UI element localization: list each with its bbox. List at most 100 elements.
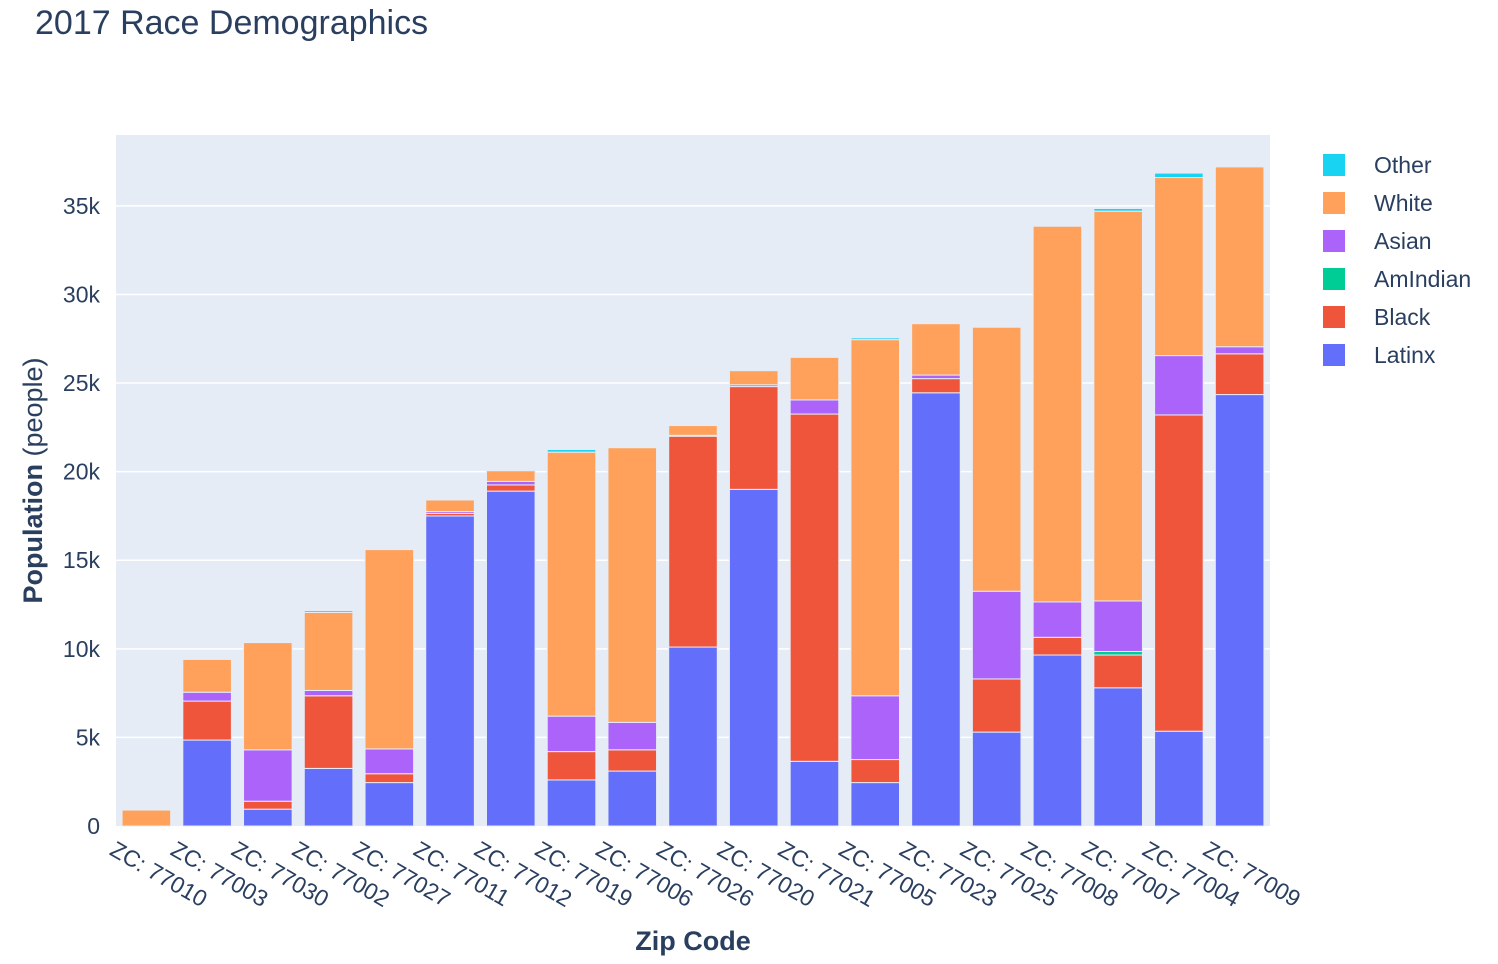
bar-segment-black bbox=[1214, 353, 1265, 396]
legend-label: Asian bbox=[1374, 228, 1432, 254]
bar-segment-latinx bbox=[850, 782, 901, 827]
y-tick-label: 15k bbox=[63, 547, 101, 573]
bar-segment-latinx bbox=[243, 808, 293, 827]
bar-segment-black bbox=[1032, 636, 1083, 656]
bar-segment-latinx bbox=[1154, 730, 1204, 827]
bar-segment-latinx bbox=[303, 767, 354, 827]
bar-segment-white bbox=[668, 425, 718, 436]
bar-segment-black bbox=[364, 773, 415, 784]
bar-segment-white bbox=[971, 326, 1022, 592]
bar-segment-white bbox=[1093, 210, 1143, 602]
bar-segment-asian bbox=[911, 374, 961, 380]
bar-segment-black bbox=[1093, 654, 1143, 689]
bar-segment-white bbox=[728, 370, 779, 386]
bar-segment-asian bbox=[1032, 601, 1083, 638]
y-tick-label: 0 bbox=[87, 813, 100, 839]
bar-segment-black bbox=[182, 700, 232, 741]
legend-swatch bbox=[1323, 306, 1345, 328]
y-tick-label: 25k bbox=[63, 370, 101, 396]
y-axis-title-main: Population bbox=[18, 464, 48, 603]
legend-label: White bbox=[1374, 190, 1433, 216]
legend-swatch bbox=[1323, 192, 1345, 214]
bar-segment-other bbox=[850, 337, 901, 341]
bar-segment-asian bbox=[971, 590, 1022, 680]
legend-label: AmIndian bbox=[1374, 266, 1471, 292]
y-tick-label: 30k bbox=[63, 281, 101, 307]
bar-segment-latinx bbox=[607, 770, 658, 827]
y-tick-label: 35k bbox=[63, 193, 101, 219]
bar-segment-asian bbox=[364, 748, 415, 775]
bar-segment-white bbox=[850, 339, 901, 697]
bar-segment-white bbox=[243, 642, 293, 751]
bar-segment-black bbox=[971, 678, 1022, 733]
bar-segment-latinx bbox=[1214, 394, 1265, 827]
bar-segment-asian bbox=[546, 715, 597, 753]
bar-segment-white bbox=[546, 451, 597, 717]
bar-segment-white bbox=[789, 356, 840, 401]
bar-segment-white bbox=[1154, 177, 1204, 357]
bar-segment-black bbox=[485, 484, 536, 492]
legend-item-latinx[interactable]: Latinx bbox=[1323, 342, 1436, 368]
bar-segment-latinx bbox=[1093, 687, 1143, 827]
bar-segment-other bbox=[1154, 172, 1204, 179]
bar-segment-white bbox=[121, 809, 172, 827]
bar-segment-white bbox=[485, 470, 536, 482]
bar-segment-other bbox=[303, 610, 354, 613]
bar-segment-white bbox=[607, 447, 658, 723]
bars bbox=[121, 166, 1265, 827]
y-tick-label: 5k bbox=[76, 724, 101, 750]
bar-segment-black bbox=[668, 435, 718, 648]
bar-segment-latinx bbox=[911, 392, 961, 827]
legend-item-asian[interactable]: Asian bbox=[1323, 228, 1432, 254]
legend-item-white[interactable]: White bbox=[1323, 190, 1433, 216]
bar-segment-latinx bbox=[728, 488, 779, 827]
bar-segment-other bbox=[546, 448, 597, 453]
legend: Other White Asian AmIndian Black Latinx bbox=[1323, 152, 1471, 368]
bar-segment-asian bbox=[1214, 346, 1265, 355]
legend-item-amindian[interactable]: AmIndian bbox=[1323, 266, 1471, 292]
bar-segment-latinx bbox=[425, 515, 475, 827]
bar-segment-asian bbox=[607, 721, 658, 751]
bar-segment-white bbox=[364, 549, 415, 750]
y-axis-title: Population (people) bbox=[18, 357, 48, 603]
y-tick-label: 10k bbox=[63, 636, 101, 662]
x-axis-title: Zip Code bbox=[635, 926, 751, 956]
bar-segment-asian bbox=[303, 689, 354, 697]
bar-segment-white bbox=[425, 499, 475, 513]
bar-segment-white bbox=[1214, 166, 1265, 348]
bar-segment-black bbox=[911, 378, 961, 394]
bar-segment-asian bbox=[1093, 600, 1143, 652]
bar-segment-latinx bbox=[1032, 654, 1083, 827]
bar-segment-asian bbox=[182, 691, 232, 702]
bar-segment-black bbox=[243, 800, 293, 810]
y-axis-ticks: 0 5k 10k 15k 20k 25k 30k 35k bbox=[63, 193, 101, 839]
bar-segment-other bbox=[1093, 208, 1143, 212]
bar-segment-latinx bbox=[182, 739, 232, 827]
legend-swatch bbox=[1323, 268, 1345, 290]
bar-segment-asian bbox=[850, 695, 901, 761]
bar-segment-white bbox=[303, 611, 354, 691]
bar-segment-asian bbox=[243, 749, 293, 802]
legend-item-other[interactable]: Other bbox=[1323, 152, 1432, 178]
bar-segment-black bbox=[789, 413, 840, 762]
bar-segment-latinx bbox=[485, 490, 536, 827]
bar-segment-white bbox=[182, 658, 232, 693]
bar-segment-asian bbox=[789, 399, 840, 415]
legend-swatch bbox=[1323, 230, 1345, 252]
legend-swatch bbox=[1323, 154, 1345, 176]
bar-segment-black bbox=[607, 749, 658, 772]
bar-segment-black bbox=[850, 759, 901, 784]
bar-segment-white bbox=[1032, 225, 1083, 603]
legend-swatch bbox=[1323, 344, 1345, 366]
bar-segment-black bbox=[728, 386, 779, 490]
bar-segment-black bbox=[303, 695, 354, 769]
bar-segment-asian bbox=[1154, 355, 1204, 416]
bar-segment-white bbox=[911, 323, 961, 376]
bar-segment-latinx bbox=[546, 779, 597, 827]
bar-segment-amindian bbox=[1093, 650, 1143, 656]
legend-item-black[interactable]: Black bbox=[1323, 304, 1431, 330]
legend-label: Other bbox=[1374, 152, 1432, 178]
bar-segment-asian bbox=[485, 480, 536, 486]
